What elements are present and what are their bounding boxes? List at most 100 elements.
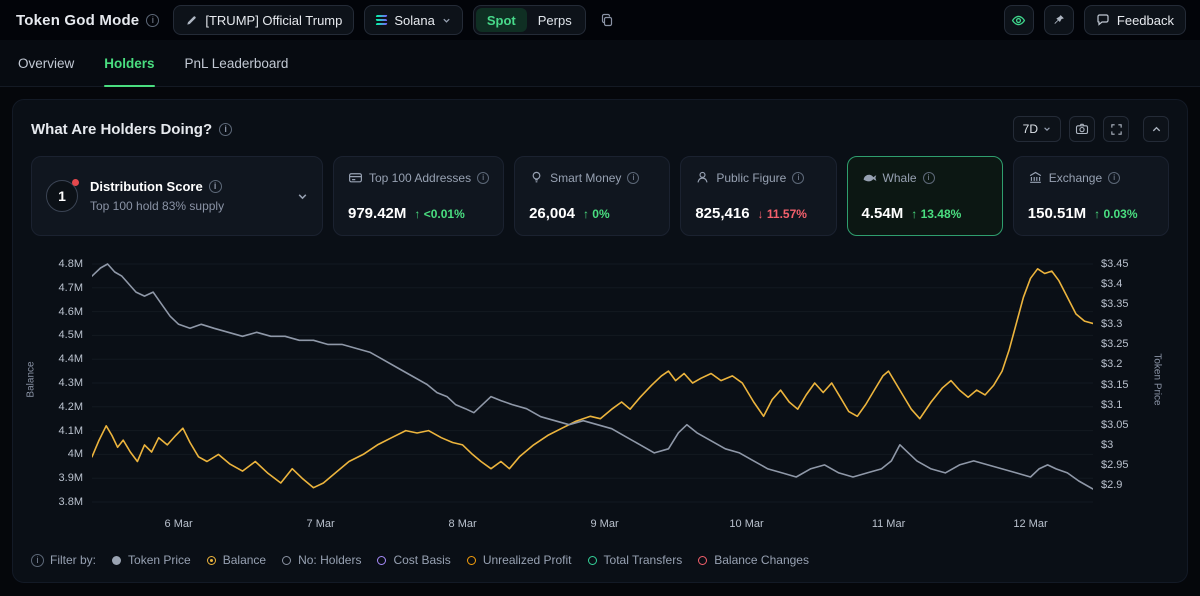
filter-no-holders[interactable]: No: Holders	[282, 553, 361, 567]
distribution-score-label: Distribution Score	[90, 179, 203, 194]
axis-tick: $3.35	[1101, 298, 1129, 311]
stat-card-top100-addresses[interactable]: Top 100 Addresses i 979.42M ↑ <0.01%	[333, 156, 505, 236]
tab-holders[interactable]: Holders	[104, 40, 155, 87]
date-range-select[interactable]: 7D	[1012, 116, 1061, 142]
stat-change: ↑ <0.01%	[414, 207, 465, 221]
axis-tick: $3.3	[1101, 318, 1123, 331]
stat-change: ↑ 0.03%	[1094, 207, 1138, 221]
unrealized-profit-dot	[466, 555, 476, 565]
stat-value: 26,004	[529, 205, 575, 222]
holders-panel: What Are Holders Doing? i 7D	[12, 99, 1188, 583]
series-line-balance	[92, 268, 1093, 489]
filter-balance[interactable]: Balance	[206, 553, 266, 567]
stat-label: Smart Money	[550, 170, 622, 185]
stat-label: Exchange	[1048, 170, 1103, 185]
stat-value: 4.54M	[861, 205, 904, 222]
panel-controls: 7D	[1012, 116, 1169, 142]
axis-tick: 4.6M	[58, 305, 83, 318]
stat-change: ↓ 11.57%	[757, 207, 807, 221]
chain-select-label: Solana	[394, 12, 435, 28]
tab-pnl-leaderboard[interactable]: PnL Leaderboard	[184, 55, 289, 71]
axis-tick: 4.2M	[58, 400, 83, 413]
stat-value: 150.51M	[1027, 205, 1087, 222]
info-icon[interactable]: i	[146, 13, 160, 27]
fullscreen-button[interactable]	[1103, 116, 1129, 142]
snapshot-button[interactable]	[1069, 116, 1095, 142]
token-select-button[interactable]: [TRUMP] Official Trump	[173, 5, 355, 35]
stat-value: 979.42M	[348, 205, 407, 222]
axis-tick: 4.7M	[58, 281, 83, 294]
filter-total-transfers[interactable]: Total Transfers	[587, 553, 682, 567]
chevron-up-icon	[1152, 126, 1160, 131]
spot-tab[interactable]: Spot	[475, 8, 527, 32]
distribution-score-subtitle: Top 100 hold 83% supply	[90, 199, 225, 213]
perps-tab[interactable]: Perps	[537, 12, 572, 28]
filter-balance-changes[interactable]: Balance Changes	[698, 553, 809, 567]
axis-tick: $3.45	[1101, 258, 1129, 270]
distribution-score-card[interactable]: 1 Distribution Score i Top 100 hold 83% …	[31, 156, 323, 236]
balance-dot	[206, 555, 216, 565]
info-icon[interactable]: i	[922, 171, 935, 184]
addresses-icon	[348, 170, 363, 185]
date-range-label: 7D	[1022, 122, 1038, 136]
alert-dot	[72, 179, 79, 186]
info-icon[interactable]: i	[31, 553, 44, 567]
axis-tick: 3.9M	[58, 472, 83, 485]
axis-tick: 8 Mar	[448, 518, 477, 530]
watch-eye-button[interactable]	[1003, 5, 1034, 35]
stat-card-public-figure[interactable]: Public Figure i 825,416 ↓ 11.57%	[680, 156, 837, 236]
axis-tick: $3.15	[1101, 378, 1129, 391]
filter-token-price[interactable]: Token Price	[112, 553, 191, 567]
pin-button[interactable]	[1043, 5, 1074, 35]
pencil-icon	[185, 14, 198, 27]
filter-by-label: Filter by:	[50, 553, 97, 567]
feedback-button[interactable]: Feedback	[1083, 5, 1186, 35]
panel-title: What Are Holders Doing?	[31, 120, 213, 138]
token-select-label: [TRUMP] Official Trump	[205, 12, 343, 28]
cost-basis-dot	[377, 555, 387, 565]
axis-tick: 4.8M	[58, 258, 83, 270]
panel-title-group: What Are Holders Doing? i	[31, 120, 233, 138]
feedback-label: Feedback	[1116, 12, 1174, 28]
balance-changes-dot	[698, 555, 708, 565]
filter-unrealized-profit[interactable]: Unrealized Profit	[466, 553, 572, 567]
exchange-icon	[1028, 170, 1043, 185]
axis-tick: $3.2	[1101, 358, 1123, 371]
page-title: Token God Mode	[16, 11, 140, 29]
right-axis-title: Token Price	[1151, 352, 1163, 406]
axis-tick: $3.4	[1101, 278, 1123, 291]
chart-filter-bar: i Filter by: Token Price Balance No: Hol…	[31, 548, 1169, 572]
public-figure-icon	[695, 170, 710, 185]
chain-select-button[interactable]: Solana	[364, 5, 463, 35]
stat-card-whale[interactable]: Whale i 4.54M ↑ 13.48%	[846, 156, 1003, 236]
distribution-rank: 1	[46, 180, 78, 212]
info-icon[interactable]: i	[208, 180, 222, 193]
axis-tick: 11 Mar	[871, 518, 906, 530]
filter-cost-basis[interactable]: Cost Basis	[377, 553, 451, 567]
axis-tick: 9 Mar	[590, 518, 619, 530]
axis-tick: 3.8M	[58, 496, 83, 508]
stat-card-smart-money[interactable]: Smart Money i 26,004 ↑ 0%	[514, 156, 671, 236]
axis-tick: $3.1	[1101, 398, 1123, 411]
stat-change: ↑ 0%	[582, 207, 610, 221]
chart-canvas[interactable]	[92, 254, 1093, 516]
copy-icon[interactable]	[596, 9, 618, 31]
collapse-panel-button[interactable]	[1143, 116, 1169, 142]
distribution-rank-badge: 1	[46, 179, 79, 212]
solana-icon	[375, 14, 388, 26]
axis-tick: 4.5M	[58, 329, 83, 342]
app-title-group: Token God Mode i	[16, 11, 160, 29]
eye-icon	[1011, 13, 1026, 28]
axis-tick: $3	[1101, 438, 1114, 451]
info-icon[interactable]: i	[219, 122, 233, 136]
axis-tick: 10 Mar	[729, 518, 764, 530]
info-icon[interactable]: i	[792, 171, 805, 184]
chevron-down-icon	[442, 16, 451, 25]
info-icon[interactable]: i	[627, 171, 640, 184]
tab-overview[interactable]: Overview	[18, 55, 75, 71]
stat-card-exchange[interactable]: Exchange i 150.51M ↑ 0.03%	[1012, 156, 1170, 236]
info-icon[interactable]: i	[477, 171, 490, 184]
info-icon[interactable]: i	[1108, 171, 1121, 184]
holders-chart[interactable]: Balance Token Price 4.8M 4.7M 4.6M 4.5M 4.4M…	[26, 248, 1169, 544]
main-content: What Are Holders Doing? i 7D	[0, 87, 1200, 595]
